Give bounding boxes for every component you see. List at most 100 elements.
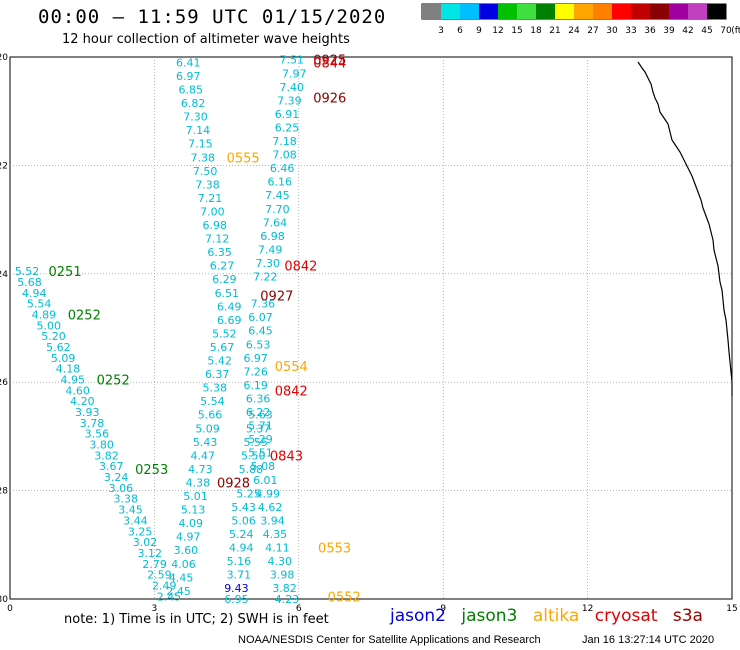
wave-height-value: 6.27 <box>210 260 235 273</box>
color-legend-label: 45 <box>701 26 712 36</box>
color-legend-label: 9 <box>476 26 482 36</box>
footnote: note: 1) Time is in UTC; 2) SWH is in fe… <box>64 612 329 627</box>
wave-height-value: 6.97 <box>243 352 267 365</box>
map-subtitle: 12 hour collection of altimeter wave hei… <box>62 32 350 47</box>
color-legend-unit: (ft) <box>731 26 740 36</box>
lon-tick-label: 0 <box>7 604 13 614</box>
wave-height-value: 4.99 <box>255 487 279 500</box>
color-swatch <box>574 4 593 19</box>
color-legend-label: 24 <box>568 26 580 36</box>
wave-height-value: 6.98 <box>203 219 228 232</box>
pass-label-cryosat: 0842 <box>275 384 308 399</box>
legend-cryosat: cryosat <box>594 606 658 626</box>
map-title: 00:00 – 11:59 UTC 01/15/2020 <box>38 6 387 28</box>
wave-height-value: 4.97 <box>176 531 201 544</box>
color-swatch <box>517 4 536 19</box>
wave-height-value: 3.44 <box>123 514 148 527</box>
wave-height-value: 4.06 <box>171 558 196 571</box>
color-swatch <box>555 4 574 19</box>
wave-height-value: 7.70 <box>265 203 290 216</box>
wave-height-value: 5.06 <box>231 514 256 527</box>
wave-height-value: 5.88 <box>239 463 264 476</box>
color-legend-label: 39 <box>663 26 675 36</box>
pass-label-cryosat: 0844 <box>313 56 346 71</box>
wave-height-value: 6.95 <box>224 593 249 606</box>
satellite-legend: jason2 jason3 altika cryosat s3a <box>390 606 713 626</box>
pass-label-jason3: 0252 <box>68 308 101 323</box>
lon-tick-label: 12 <box>582 604 593 614</box>
wave-height-value: 7.22 <box>253 271 278 284</box>
wave-height-value: 4.60 <box>65 384 90 397</box>
wave-height-value: 9.43 <box>224 582 249 595</box>
wave-height-value: 6.41 <box>176 56 201 69</box>
color-swatch <box>422 4 441 19</box>
lon-tick-label: 9 <box>440 604 446 614</box>
wave-height-value: 3.82 <box>94 449 119 462</box>
wave-height-value: 5.24 <box>229 528 254 541</box>
wave-height-value: 5.20 <box>41 330 66 343</box>
wave-height-value: 5.51 <box>248 447 273 460</box>
legend-s3a: s3a <box>672 606 703 626</box>
color-swatch <box>612 4 631 19</box>
wave-height-value: 4.45 <box>169 571 194 584</box>
wave-height-value: 5.25 <box>236 487 261 500</box>
wave-height-value: 6.98 <box>260 230 285 243</box>
wave-height-value: 6.16 <box>268 176 293 189</box>
color-swatch <box>631 4 650 19</box>
color-swatch <box>460 4 479 19</box>
coastline <box>637 61 733 396</box>
wave-height-value: 5.37 <box>246 422 271 435</box>
pass-label-jason3: 0251 <box>49 265 82 280</box>
wave-height-value: 7.15 <box>188 138 213 151</box>
wave-height-value: 7.18 <box>272 135 297 148</box>
wave-height-value: 5.71 <box>248 420 273 433</box>
color-legend-label: 18 <box>530 26 542 36</box>
pass-label-s3a: 0927 <box>260 289 293 304</box>
wave-height-value: 3.94 <box>260 514 285 527</box>
wave-height-value: 5.09 <box>51 352 75 365</box>
wave-height-value: 4.47 <box>191 449 216 462</box>
wave-height-value: 5.43 <box>231 501 256 514</box>
wave-height-value: 6.36 <box>246 392 271 405</box>
wave-height-value: 7.00 <box>200 205 225 218</box>
lon-tick-label: 15 <box>726 604 737 614</box>
pass-label-altika: 0553 <box>318 542 351 557</box>
wave-height-value: 5.43 <box>193 436 218 449</box>
wave-height-value: 6.97 <box>176 70 201 83</box>
wave-height-value: 6.29 <box>212 273 237 286</box>
wave-height-value: 3.71 <box>227 569 252 582</box>
wave-height-value: 5.01 <box>183 490 208 503</box>
wave-height-value: 3.78 <box>80 417 105 430</box>
wave-height-value: 7.38 <box>195 178 220 191</box>
wave-height-value: 6.07 <box>248 311 273 324</box>
lon-tick-label: 6 <box>296 604 302 614</box>
map-frame <box>9 56 733 600</box>
wave-height-value: 7.12 <box>205 233 230 246</box>
wave-height-value: 2.79 <box>142 558 167 571</box>
pass-label-altika: 0555 <box>227 151 260 166</box>
wave-height-value: 7.21 <box>198 192 223 205</box>
wave-height-value: 6.53 <box>246 338 271 351</box>
wave-height-value: 3.56 <box>85 428 110 441</box>
lat-tick-label: -24 <box>0 270 8 280</box>
color-swatch <box>688 4 707 19</box>
wave-height-value: 5.38 <box>203 382 228 395</box>
lat-tick-label: -28 <box>0 487 8 497</box>
color-legend-label: 3 <box>438 26 444 36</box>
wave-height-value: 7.49 <box>258 243 283 256</box>
wave-height-value: 5.08 <box>251 460 276 473</box>
wave-height-value: 3.45 <box>118 504 143 517</box>
wave-height-value: 2.45 <box>157 590 182 603</box>
pass-label-jason3: 0253 <box>135 463 168 478</box>
color-swatch <box>479 4 498 19</box>
wave-height-value: 5.13 <box>181 504 206 517</box>
wave-height-value: 5.50 <box>241 449 265 462</box>
pass-label-s3a: 0926 <box>313 92 346 107</box>
axis-ticks: 0 3 6 9 12 15 -20 -22 -24 -26 -28 -30 <box>0 53 738 614</box>
wave-height-value: 4.89 <box>32 308 57 321</box>
map-grid <box>10 57 732 599</box>
lat-tick-label: -30 <box>0 595 8 605</box>
wave-height-value: 4.20 <box>70 395 95 408</box>
wave-height-value: 2.59 <box>147 569 172 582</box>
